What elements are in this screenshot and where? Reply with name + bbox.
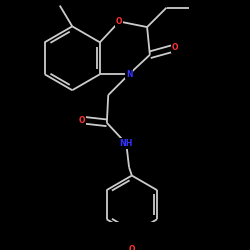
- Text: O: O: [128, 244, 135, 250]
- Text: N: N: [126, 70, 132, 79]
- Text: O: O: [172, 44, 178, 52]
- Text: O: O: [116, 17, 122, 26]
- Text: NH: NH: [120, 139, 133, 148]
- Text: O: O: [78, 116, 85, 124]
